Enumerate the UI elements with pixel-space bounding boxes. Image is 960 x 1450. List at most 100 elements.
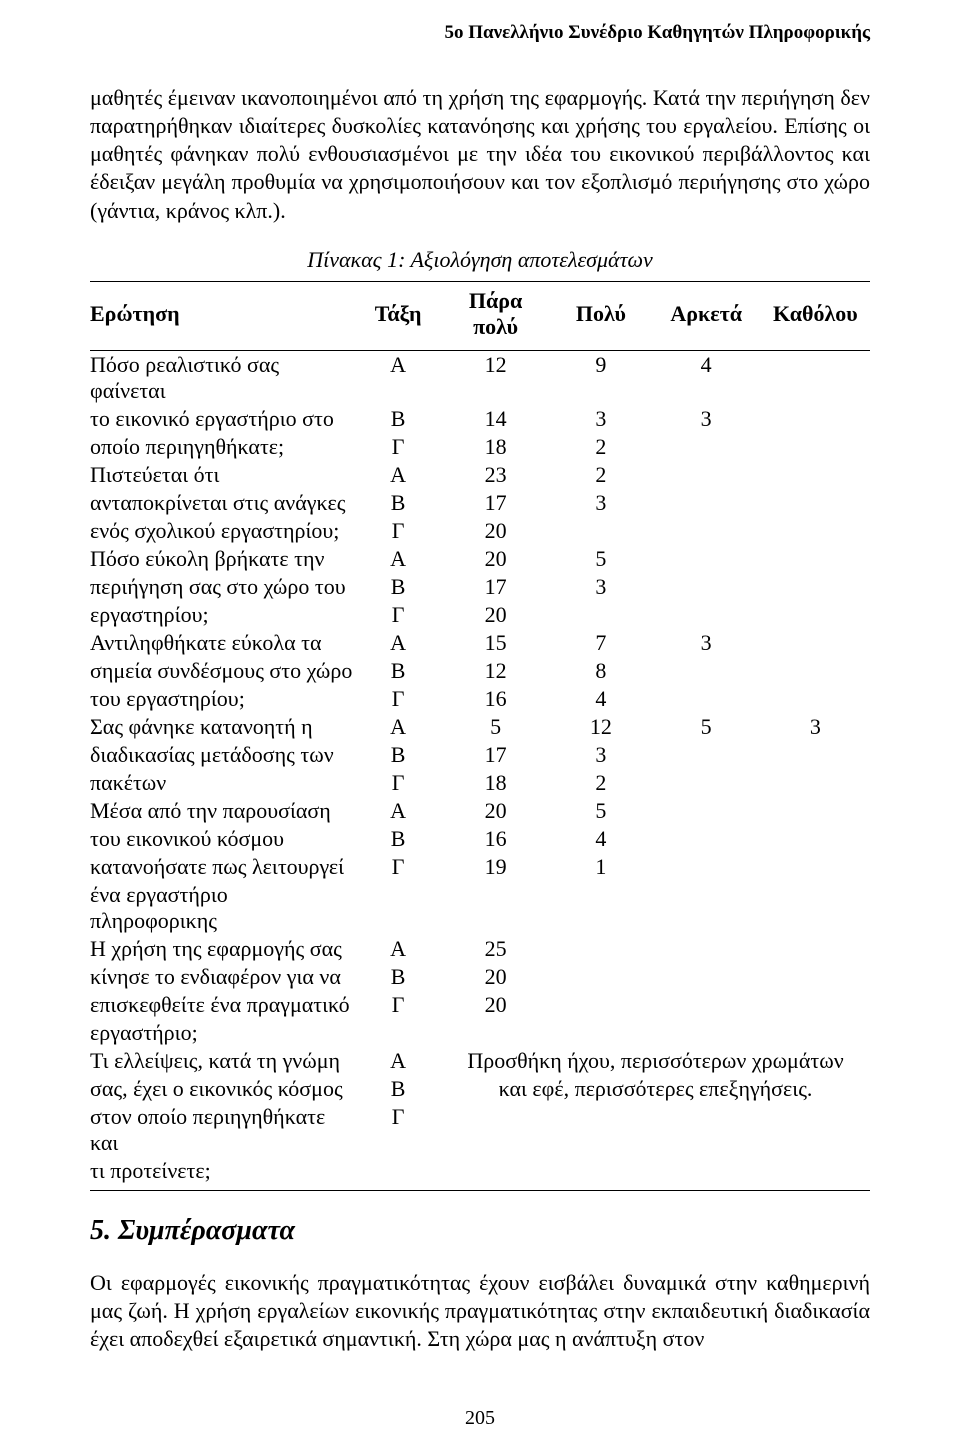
cell-t: Β <box>355 657 441 685</box>
cell-a <box>652 657 761 685</box>
cell-pp: 20 <box>441 991 550 1019</box>
cell-p: 2 <box>550 433 651 461</box>
cell-a <box>652 825 761 853</box>
cell-p <box>550 517 651 545</box>
question-line: κίνησε το ενδιαφέρον για να <box>90 963 355 991</box>
table-row: εργαστήριο; <box>90 1019 870 1047</box>
cell-a <box>652 1019 761 1047</box>
cell-pp: 16 <box>441 825 550 853</box>
table-row: του εργαστηρίου;Γ164 <box>90 685 870 713</box>
cell-p: 5 <box>550 545 651 573</box>
cell-t <box>355 881 441 935</box>
table-row: κίνησε το ενδιαφέρον για ναΒ20 <box>90 963 870 991</box>
cell-a <box>652 433 761 461</box>
free-text-answer: Προσθήκη ήχου, περισσότερων χρωμάτων <box>441 1047 870 1075</box>
question-line: ενός σχολικού εργαστηρίου; <box>90 517 355 545</box>
free-text-answer: και εφέ, περισσότερες επεξηγήσεις. <box>441 1075 870 1103</box>
cell-a <box>652 741 761 769</box>
cell-a <box>652 601 761 629</box>
cell-p <box>550 991 651 1019</box>
cell-p: 4 <box>550 825 651 853</box>
question-line: Μέσα από την παρουσίαση <box>90 797 355 825</box>
table-row: το εικονικό εργαστήριο στοΒ1433 <box>90 405 870 433</box>
question-line: του εικονικού κόσμου <box>90 825 355 853</box>
page: 5ο Πανελλήνιο Συνέδριο Καθηγητών Πληροφο… <box>0 0 960 1450</box>
cell-t: Β <box>355 489 441 517</box>
table-row: εργαστηρίου;Γ20 <box>90 601 870 629</box>
cell-k <box>761 853 870 881</box>
cell-k <box>761 405 870 433</box>
free-text-answer <box>441 1157 870 1191</box>
table-row: Πόσο ρεαλιστικό σας φαίνεταιΑ1294 <box>90 350 870 405</box>
question-line: περιήγηση σας στο χώρο του <box>90 573 355 601</box>
cell-t: Γ <box>355 853 441 881</box>
cell-a <box>652 573 761 601</box>
cell-p: 3 <box>550 741 651 769</box>
running-head: 5ο Πανελλήνιο Συνέδριο Καθηγητών Πληροφο… <box>90 22 870 44</box>
th-much: Πολύ <box>550 281 651 350</box>
cell-a <box>652 461 761 489</box>
cell-k <box>761 461 870 489</box>
cell-k: 3 <box>761 713 870 741</box>
paragraph-2: Οι εφαρμογές εικονικής πραγματικότητας έ… <box>90 1269 870 1353</box>
cell-a: 3 <box>652 629 761 657</box>
cell-t: Α <box>355 1047 441 1075</box>
cell-a <box>652 685 761 713</box>
cell-p: 5 <box>550 797 651 825</box>
cell-p: 12 <box>550 713 651 741</box>
question-line: ένα εργαστήριο πληροφορικης <box>90 881 355 935</box>
table-row: Αντιληφθήκατε εύκολα ταΑ1573 <box>90 629 870 657</box>
th-enough: Αρκετά <box>652 281 761 350</box>
cell-p: 3 <box>550 573 651 601</box>
cell-a <box>652 881 761 935</box>
cell-k <box>761 601 870 629</box>
cell-t: Γ <box>355 601 441 629</box>
question-line: σημεία συνδέσμους στο χώρο <box>90 657 355 685</box>
cell-k <box>761 1019 870 1047</box>
table-row: Η χρήση της εφαρμογής σαςΑ25 <box>90 935 870 963</box>
cell-k <box>761 350 870 405</box>
cell-pp: 18 <box>441 769 550 797</box>
question-line: στον οποίο περιηγηθήκατε και <box>90 1103 355 1157</box>
question-line: Πόσο ρεαλιστικό σας φαίνεται <box>90 350 355 405</box>
question-line: πακέτων <box>90 769 355 797</box>
free-text-answer <box>441 1103 870 1157</box>
cell-pp: 17 <box>441 489 550 517</box>
cell-t: Β <box>355 1075 441 1103</box>
cell-t: Β <box>355 573 441 601</box>
cell-k <box>761 991 870 1019</box>
cell-pp: 20 <box>441 545 550 573</box>
question-line: Αντιληφθήκατε εύκολα τα <box>90 629 355 657</box>
cell-k <box>761 629 870 657</box>
cell-t: Α <box>355 713 441 741</box>
cell-p <box>550 881 651 935</box>
cell-pp: 17 <box>441 741 550 769</box>
cell-a <box>652 517 761 545</box>
cell-a: 4 <box>652 350 761 405</box>
cell-pp: 23 <box>441 461 550 489</box>
question-line: Πόσο εύκολη βρήκατε την <box>90 545 355 573</box>
paragraph-1: μαθητές έμειναν ικανοποιημένοι από τη χρ… <box>90 84 870 225</box>
cell-p: 1 <box>550 853 651 881</box>
th-question: Ερώτηση <box>90 281 355 350</box>
cell-k <box>761 935 870 963</box>
table-row: επισκεφθείτε ένα πραγματικόΓ20 <box>90 991 870 1019</box>
cell-pp: 15 <box>441 629 550 657</box>
cell-a: 3 <box>652 405 761 433</box>
cell-t: Γ <box>355 685 441 713</box>
cell-pp: 16 <box>441 685 550 713</box>
cell-pp: 25 <box>441 935 550 963</box>
cell-k <box>761 489 870 517</box>
table-row: περιήγηση σας στο χώρο τουΒ173 <box>90 573 870 601</box>
question-line: Σας φάνηκε κατανοητή η <box>90 713 355 741</box>
cell-a <box>652 545 761 573</box>
cell-k <box>761 657 870 685</box>
cell-t: Α <box>355 629 441 657</box>
question-line: διαδικασίας μετάδοσης των <box>90 741 355 769</box>
cell-k <box>761 517 870 545</box>
cell-k <box>761 963 870 991</box>
cell-k <box>761 881 870 935</box>
th-very-much: Πάραπολύ <box>441 281 550 350</box>
table-caption: Πίνακας 1: Αξιολόγηση αποτελεσμάτων <box>90 247 870 273</box>
question-line: εργαστήριο; <box>90 1019 355 1047</box>
